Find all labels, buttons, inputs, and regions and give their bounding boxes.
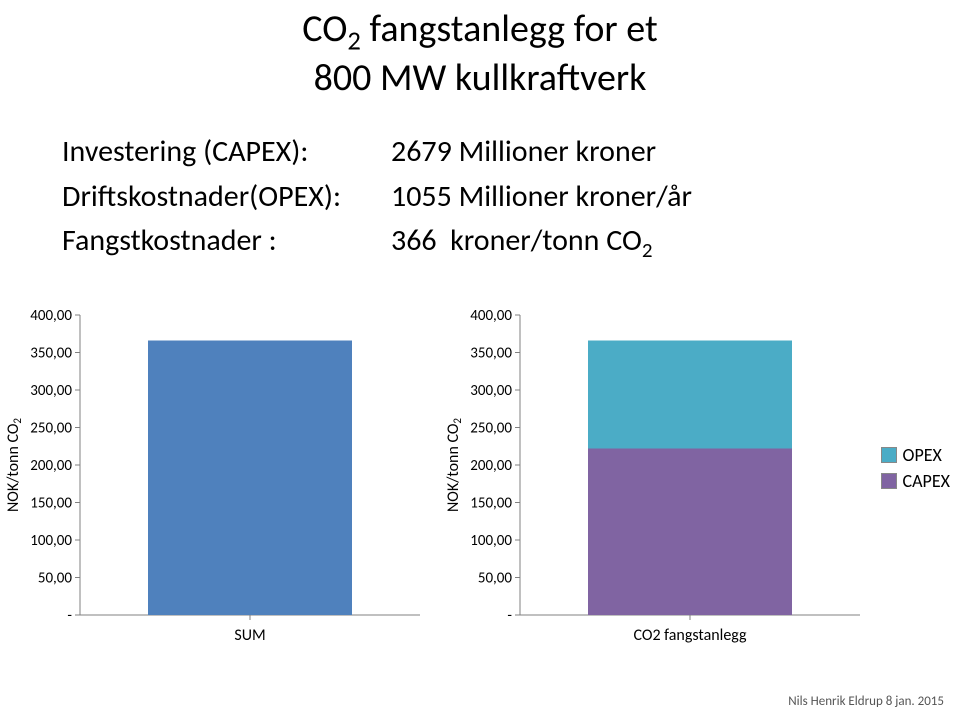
svg-text:CO2 fangstanlegg: CO2 fangstanlegg: [633, 626, 747, 645]
svg-text:250,00: 250,00: [470, 420, 512, 438]
svg-text:150,00: 150,00: [30, 495, 72, 513]
svg-text:100,00: 100,00: [30, 532, 72, 550]
svg-text:100,00: 100,00: [470, 532, 512, 550]
svg-text:300,00: 300,00: [470, 382, 512, 400]
table-row: Investering (CAPEX): 2679 Millioner kron…: [62, 132, 700, 175]
legend: OPEX CAPEX: [881, 440, 950, 496]
svg-text:150,00: 150,00: [470, 495, 512, 513]
svg-text:SUM: SUM: [234, 626, 265, 645]
svg-text:350,00: 350,00: [30, 345, 72, 363]
table-row: Driftskostnader(OPEX): 1055 Millioner kr…: [62, 177, 700, 220]
svg-text:-: -: [67, 607, 72, 625]
svg-text:250,00: 250,00: [30, 420, 72, 438]
svg-text:-: -: [507, 607, 512, 625]
table-row: Fangstkostnader : 366 kroner/tonn CO2: [62, 221, 700, 266]
slide-title: CO2 fangstanlegg for et800 MW kullkraftv…: [0, 8, 960, 101]
fact-value: 2679 Millioner kroner: [351, 132, 700, 175]
svg-text:200,00: 200,00: [470, 457, 512, 475]
svg-text:50,00: 50,00: [478, 570, 513, 588]
svg-text:NOK/tonn CO2: NOK/tonn CO2: [4, 418, 24, 512]
fact-value: 366 kroner/tonn CO2: [351, 221, 700, 266]
svg-text:300,00: 300,00: [30, 382, 72, 400]
fact-label: Fangstkostnader :: [62, 221, 349, 266]
fact-label: Investering (CAPEX):: [62, 132, 349, 175]
svg-text:200,00: 200,00: [30, 457, 72, 475]
svg-text:400,00: 400,00: [30, 307, 72, 325]
svg-text:400,00: 400,00: [470, 307, 512, 325]
legend-item: CAPEX: [881, 470, 950, 492]
fact-label: Driftskostnader(OPEX):: [62, 177, 349, 220]
legend-item: OPEX: [881, 444, 950, 466]
fact-value: 1055 Millioner kroner/år: [351, 177, 700, 220]
facts-table: Investering (CAPEX): 2679 Millioner kron…: [60, 130, 702, 268]
svg-text:NOK/tonn CO2: NOK/tonn CO2: [444, 418, 464, 512]
chart-right: 400,00 350,00 300,00 250,00 200,00 150,00 100,…: [440, 305, 880, 655]
svg-text:50,00: 50,00: [38, 570, 73, 588]
footer-credit: Nils Henrik Eldrup 8 jan. 2015: [788, 694, 944, 709]
svg-text:350,00: 350,00: [470, 345, 512, 363]
chart-left: 400,00 350,00 300,00 250,00 200,00 150,00 100,…: [0, 305, 440, 655]
